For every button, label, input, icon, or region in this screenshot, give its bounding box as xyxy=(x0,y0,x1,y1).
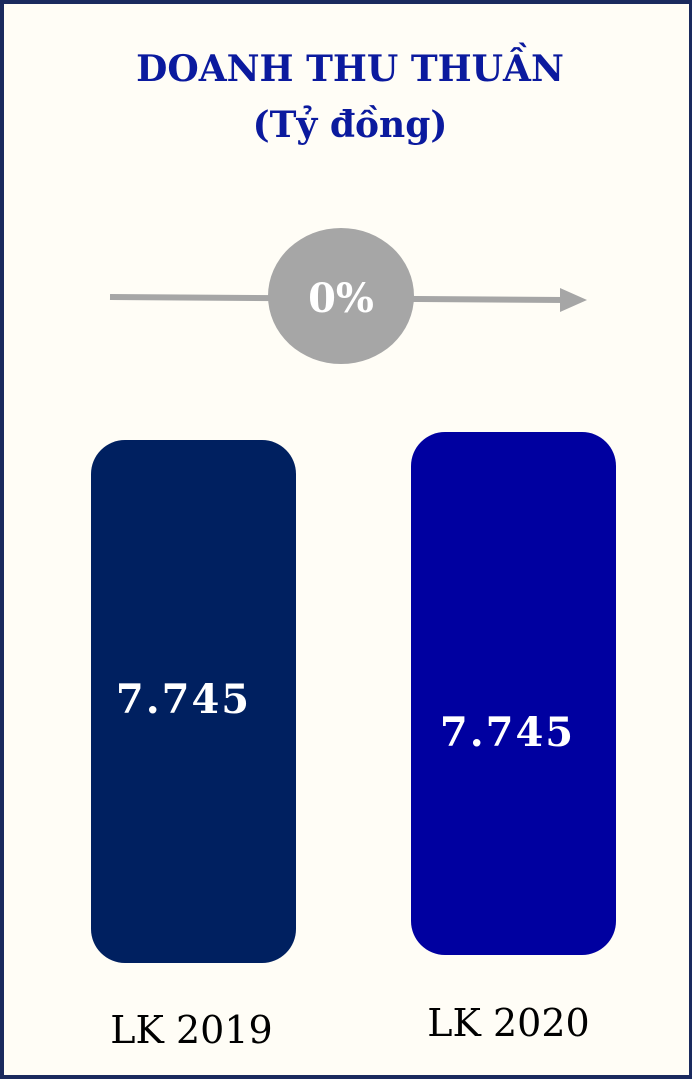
bar-value-label: 7.745 xyxy=(440,709,575,756)
bar-value-label: 7.745 xyxy=(116,676,251,723)
chart-title: DOANH THU THUẦN xyxy=(136,48,564,90)
chart-subtitle: (Tỷ đồng) xyxy=(252,104,448,146)
growth-label: 0% xyxy=(308,275,374,322)
growth-circle xyxy=(268,228,414,364)
category-label: LK 2019 xyxy=(110,1008,272,1052)
bar-lk-2020 xyxy=(411,432,616,955)
growth-arrow-group: 0% xyxy=(109,228,587,364)
bar-lk-2019 xyxy=(91,440,296,963)
bars-group xyxy=(91,432,616,963)
growth-arrow-head xyxy=(560,288,587,312)
labels-group: 7.745 LK 2019 7.745 LK 2020 xyxy=(110,676,589,1052)
category-label: LK 2020 xyxy=(427,1001,589,1045)
